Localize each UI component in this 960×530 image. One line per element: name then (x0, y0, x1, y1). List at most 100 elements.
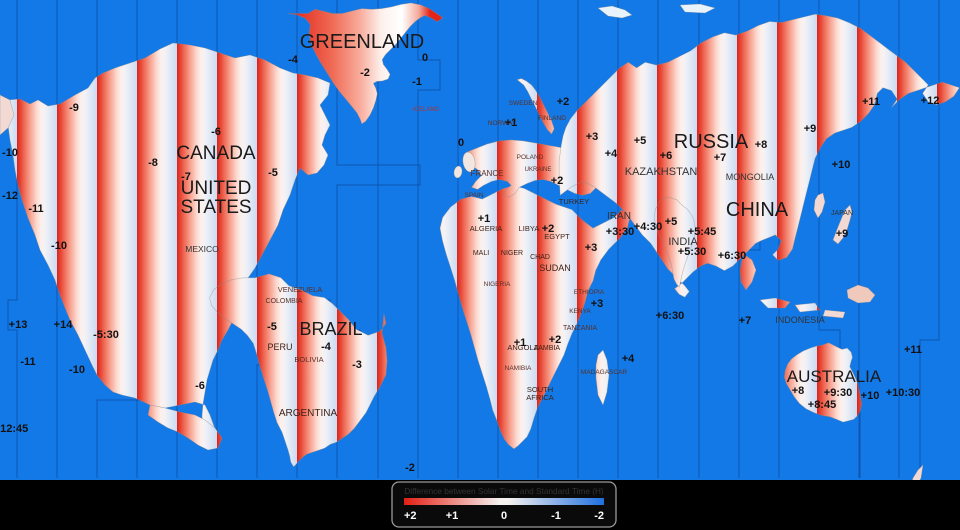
svg-text:-4: -4 (321, 341, 332, 353)
svg-text:+5: +5 (634, 135, 647, 147)
svg-text:+6: +6 (660, 150, 673, 162)
svg-text:STATES: STATES (180, 197, 251, 218)
svg-text:+3: +3 (585, 242, 598, 254)
svg-text:INDONESIA: INDONESIA (775, 315, 825, 325)
svg-text:+8:45: +8:45 (808, 399, 836, 411)
svg-text:SPAIN: SPAIN (464, 192, 483, 199)
svg-text:MONGOLIA: MONGOLIA (726, 172, 775, 182)
svg-text:MADAGASCAR: MADAGASCAR (581, 369, 628, 376)
svg-text:+14: +14 (54, 319, 74, 331)
svg-text:ICELAND: ICELAND (413, 107, 440, 113)
svg-text:-2: -2 (360, 67, 370, 79)
svg-text:LIBYA: LIBYA (519, 224, 540, 233)
svg-text:+10: +10 (861, 390, 880, 402)
svg-text:TURKEY: TURKEY (559, 197, 589, 206)
svg-text:ETHIOPIA: ETHIOPIA (574, 289, 605, 296)
svg-text:+10: +10 (832, 159, 851, 171)
svg-text:-5: -5 (268, 167, 278, 179)
svg-text:0: 0 (501, 510, 507, 522)
svg-text:+13: +13 (9, 319, 28, 331)
svg-text:-10: -10 (51, 240, 67, 252)
svg-text:-5:30: -5:30 (93, 329, 119, 341)
svg-text:NAMIBIA: NAMIBIA (505, 365, 532, 372)
svg-text:VENEZUELA: VENEZUELA (278, 285, 323, 294)
svg-text:+5:30: +5:30 (678, 246, 706, 258)
svg-text:+6:30: +6:30 (656, 310, 684, 322)
svg-text:+6:30: +6:30 (718, 250, 746, 262)
svg-text:+9: +9 (836, 228, 849, 240)
svg-text:+2: +2 (551, 175, 564, 187)
svg-text:-3: -3 (352, 359, 362, 371)
svg-text:+5: +5 (665, 216, 678, 228)
svg-text:+9:30: +9:30 (824, 387, 852, 399)
svg-text:FINLAND: FINLAND (538, 115, 566, 122)
svg-text:+9: +9 (804, 123, 817, 135)
svg-text:GREENLAND: GREENLAND (300, 31, 424, 53)
svg-text:UNITED: UNITED (181, 178, 252, 199)
svg-text:JAPAN: JAPAN (831, 210, 853, 217)
svg-text:CANADA: CANADA (176, 143, 256, 164)
svg-text:COLOMBIA: COLOMBIA (266, 298, 303, 305)
svg-text:+7: +7 (739, 315, 752, 327)
svg-text:NIGERIA: NIGERIA (484, 281, 511, 288)
svg-text:-1: -1 (551, 510, 561, 522)
svg-text:-12: -12 (2, 190, 18, 202)
svg-text:+3: +3 (586, 131, 599, 143)
svg-text:+1: +1 (478, 213, 491, 225)
svg-text:-7: -7 (181, 171, 191, 183)
svg-text:TANZANIA: TANZANIA (563, 325, 597, 332)
svg-text:-5: -5 (267, 321, 277, 333)
svg-text:+2: +2 (404, 510, 417, 522)
svg-text:-6: -6 (195, 380, 205, 392)
svg-text:+8: +8 (792, 385, 805, 397)
svg-text:NIGER: NIGER (501, 250, 523, 257)
svg-text:POLAND: POLAND (517, 154, 544, 161)
svg-text:FRANCE: FRANCE (471, 169, 504, 178)
svg-text:+2: +2 (549, 334, 562, 346)
svg-text:0: 0 (458, 137, 464, 149)
svg-text:+3:30: +3:30 (606, 226, 634, 238)
svg-text:CHAD: CHAD (530, 254, 550, 261)
svg-text:+1: +1 (446, 510, 459, 522)
svg-text:+10:30: +10:30 (886, 387, 921, 399)
svg-text:-11: -11 (28, 203, 43, 215)
svg-text:+4: +4 (605, 148, 618, 160)
svg-text:-10: -10 (2, 147, 18, 159)
svg-text:-2: -2 (405, 462, 415, 474)
svg-text:AUSTRALIA: AUSTRALIA (787, 367, 882, 386)
svg-text:+2: +2 (542, 223, 555, 235)
svg-text:-2: -2 (594, 510, 604, 522)
svg-text:0: 0 (422, 52, 428, 64)
svg-text:AFRICA: AFRICA (526, 393, 554, 402)
svg-text:+12: +12 (921, 95, 940, 107)
svg-text:+2: +2 (557, 96, 570, 108)
svg-text:ZAMBIA: ZAMBIA (534, 345, 560, 352)
svg-text:MALI: MALI (473, 250, 489, 257)
svg-text:KAZAKHSTAN: KAZAKHSTAN (625, 166, 698, 178)
svg-text:MEXICO: MEXICO (185, 244, 219, 254)
svg-text:BRAZIL: BRAZIL (299, 319, 362, 339)
svg-text:-6: -6 (211, 126, 221, 138)
svg-text:Difference between Solar Time: Difference between Solar Time and Standa… (404, 486, 604, 496)
svg-text:+8: +8 (755, 139, 768, 151)
svg-text:CHINA: CHINA (726, 199, 789, 221)
svg-text:-8: -8 (148, 157, 158, 169)
svg-text:-10: -10 (69, 364, 85, 376)
svg-text:ARGENTINA: ARGENTINA (279, 408, 338, 419)
svg-text:-4: -4 (288, 54, 299, 66)
svg-text:+3: +3 (591, 298, 604, 310)
svg-text:+5:45: +5:45 (688, 226, 716, 238)
svg-text:+4: +4 (622, 353, 635, 365)
svg-text:+11: +11 (904, 344, 922, 356)
svg-text:+7: +7 (714, 152, 727, 164)
svg-text:SWEDEN: SWEDEN (509, 100, 538, 107)
svg-text:+12:45: +12:45 (0, 423, 28, 435)
svg-text:ALGERIA: ALGERIA (470, 224, 503, 233)
svg-text:+11: +11 (862, 96, 880, 108)
svg-text:+4:30: +4:30 (634, 221, 662, 233)
svg-text:-11: -11 (20, 356, 35, 368)
svg-text:-1: -1 (412, 76, 422, 88)
svg-text:UKRAINE: UKRAINE (525, 167, 552, 173)
svg-text:RUSSIA: RUSSIA (674, 131, 749, 153)
svg-text:+1: +1 (505, 117, 518, 129)
